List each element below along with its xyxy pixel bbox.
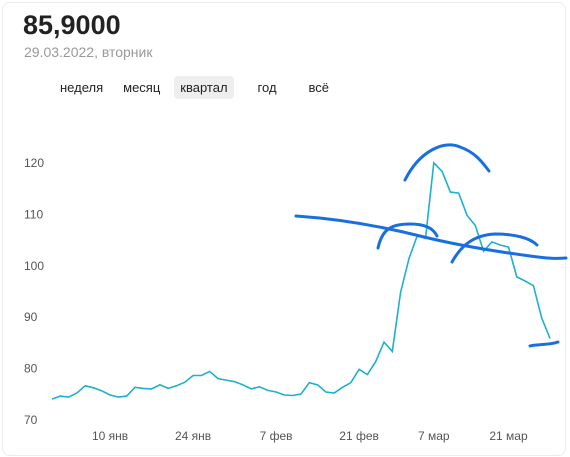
rate-date: 29.03.2022, вторник — [24, 44, 153, 60]
y-tick-label: 110 — [24, 207, 43, 221]
tab[interactable]: неделя — [60, 80, 104, 95]
x-tick-label: 10 янв — [92, 429, 128, 443]
rate-line — [51, 161, 551, 400]
y-tick-label: 90 — [24, 310, 38, 324]
x-tick-label: 7 фев — [260, 429, 293, 443]
y-tick-label: 100 — [24, 259, 44, 273]
tab[interactable]: всё — [308, 80, 330, 95]
rate-value: 85,9000 — [23, 10, 121, 40]
hand-drawn-curve — [376, 222, 439, 250]
y-tick-label: 80 — [24, 362, 38, 376]
period-tabs: неделя месяц квартал год всё — [54, 76, 343, 99]
x-tick-label: 24 янв — [175, 429, 211, 443]
x-tick-label: 21 фев — [339, 429, 379, 443]
tab[interactable]: год — [257, 80, 277, 95]
x-tick-label: 21 мар — [489, 429, 528, 443]
hand-drawn-curve — [450, 232, 539, 264]
hand-drawn-curve — [403, 143, 491, 182]
annotations — [294, 143, 568, 348]
tab[interactable]: месяц — [123, 80, 161, 95]
hand-drawn-curve — [528, 340, 560, 348]
y-tick-label: 120 — [24, 156, 44, 170]
tab-active[interactable]: квартал — [174, 76, 234, 99]
hand-drawn-curve — [294, 214, 568, 260]
x-tick-label: 7 мар — [418, 429, 450, 443]
y-tick-label: 70 — [24, 413, 38, 427]
